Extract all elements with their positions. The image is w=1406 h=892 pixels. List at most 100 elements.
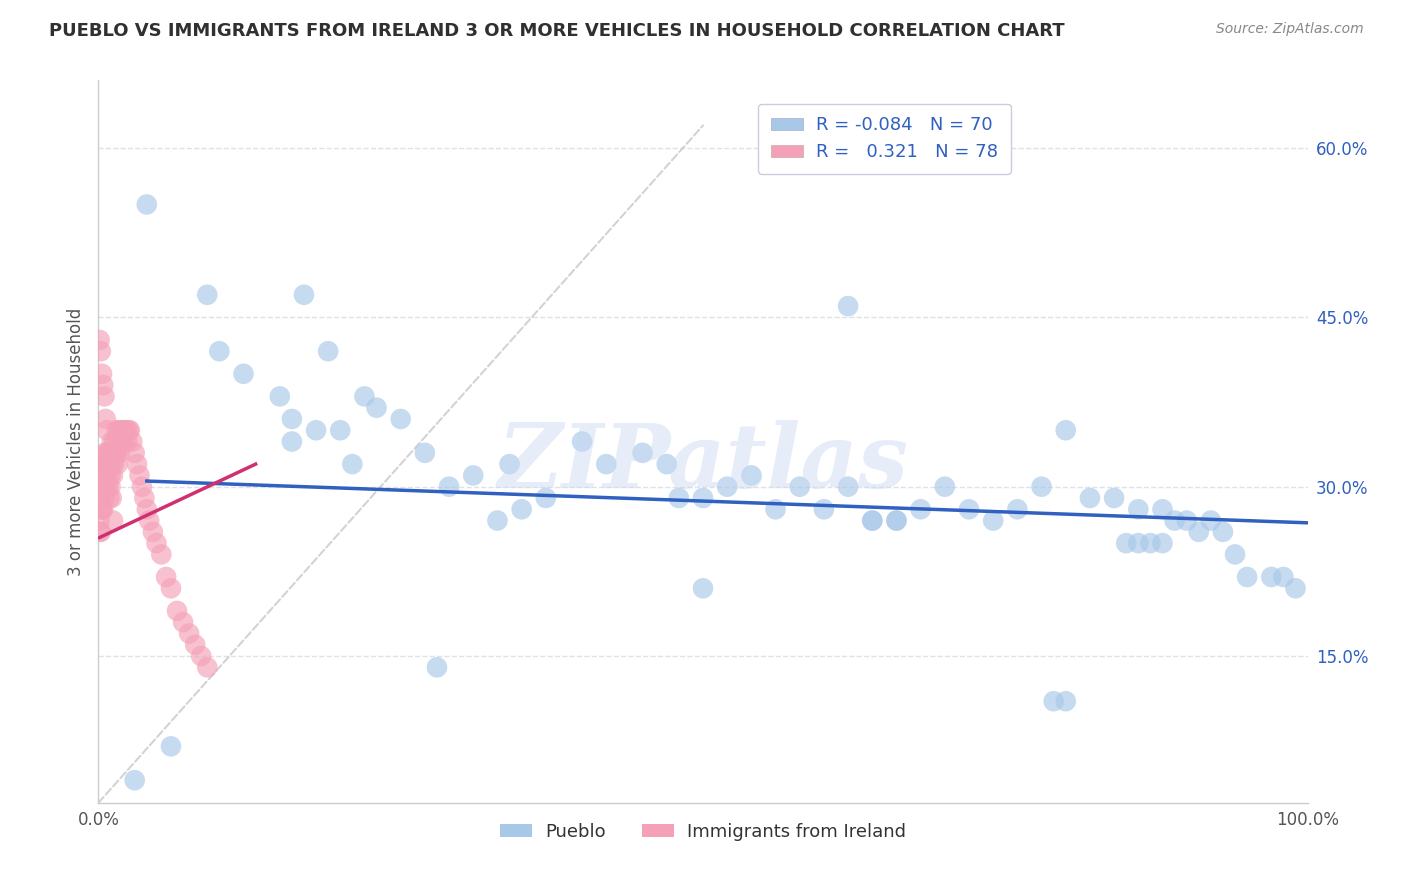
- Point: [631, 446, 654, 460]
- Point: [101, 446, 124, 460]
- Point: [1054, 694, 1077, 708]
- Point: [98, 457, 121, 471]
- Point: [305, 423, 328, 437]
- Point: [160, 582, 183, 596]
- Point: [1128, 536, 1150, 550]
- Point: [789, 480, 811, 494]
- Point: [101, 514, 124, 528]
- Point: [107, 457, 129, 471]
- Point: [1188, 524, 1211, 539]
- Point: [716, 480, 738, 494]
- Point: [353, 389, 375, 403]
- Y-axis label: 3 or more Vehicles in Household: 3 or more Vehicles in Household: [66, 308, 84, 575]
- Point: [281, 412, 304, 426]
- Point: [145, 536, 167, 550]
- Point: [886, 514, 908, 528]
- Point: [184, 638, 207, 652]
- Point: [160, 739, 183, 754]
- Point: [1236, 570, 1258, 584]
- Point: [103, 457, 125, 471]
- Point: [1078, 491, 1101, 505]
- Point: [1272, 570, 1295, 584]
- Point: [981, 514, 1004, 528]
- Point: [105, 423, 128, 437]
- Point: [111, 423, 134, 437]
- Point: [89, 491, 111, 505]
- Point: [100, 480, 122, 494]
- Point: [1054, 423, 1077, 437]
- Point: [93, 389, 115, 403]
- Point: [105, 446, 128, 460]
- Point: [1175, 514, 1198, 528]
- Point: [692, 491, 714, 505]
- Point: [91, 378, 114, 392]
- Point: [655, 457, 678, 471]
- Point: [135, 197, 157, 211]
- Point: [97, 457, 120, 471]
- Point: [96, 446, 118, 460]
- Point: [89, 333, 111, 347]
- Point: [179, 626, 201, 640]
- Point: [463, 468, 485, 483]
- Point: [108, 446, 131, 460]
- Point: [389, 412, 412, 426]
- Point: [90, 524, 112, 539]
- Point: [100, 468, 122, 483]
- Point: [124, 773, 146, 788]
- Point: [90, 344, 112, 359]
- Text: ZIPatlas: ZIPatlas: [498, 420, 908, 507]
- Point: [934, 480, 956, 494]
- Point: [93, 468, 115, 483]
- Point: [89, 514, 111, 528]
- Point: [91, 480, 114, 494]
- Point: [101, 468, 124, 483]
- Point: [1199, 514, 1222, 528]
- Point: [1152, 502, 1174, 516]
- Point: [114, 423, 136, 437]
- Text: Source: ZipAtlas.com: Source: ZipAtlas.com: [1216, 22, 1364, 37]
- Point: [108, 423, 131, 437]
- Legend: Pueblo, Immigrants from Ireland: Pueblo, Immigrants from Ireland: [492, 815, 914, 848]
- Point: [1042, 694, 1064, 708]
- Point: [98, 457, 121, 471]
- Point: [98, 491, 121, 505]
- Point: [94, 412, 117, 426]
- Point: [94, 480, 117, 494]
- Point: [100, 446, 122, 460]
- Point: [1031, 480, 1053, 494]
- Point: [118, 423, 141, 437]
- Point: [886, 514, 908, 528]
- Point: [910, 502, 932, 516]
- Point: [813, 502, 835, 516]
- Point: [96, 468, 118, 483]
- Point: [172, 615, 194, 630]
- Point: [104, 446, 127, 460]
- Point: [138, 514, 160, 528]
- Point: [91, 502, 114, 516]
- Point: [91, 480, 114, 494]
- Point: [134, 491, 156, 505]
- Point: [89, 524, 111, 539]
- Point: [1102, 491, 1125, 505]
- Point: [342, 457, 364, 471]
- Point: [90, 502, 112, 516]
- Point: [316, 344, 339, 359]
- Point: [100, 457, 122, 471]
- Point: [1284, 582, 1306, 596]
- Point: [957, 502, 980, 516]
- Point: [100, 434, 122, 449]
- Point: [1115, 536, 1137, 550]
- Point: [498, 457, 520, 471]
- Point: [1260, 570, 1282, 584]
- Point: [486, 514, 509, 528]
- Point: [91, 457, 114, 471]
- Point: [142, 524, 165, 539]
- Point: [93, 446, 115, 460]
- Point: [107, 434, 129, 449]
- Point: [1223, 548, 1246, 562]
- Point: [1152, 536, 1174, 550]
- Point: [94, 457, 117, 471]
- Point: [91, 468, 114, 483]
- Point: [1007, 502, 1029, 516]
- Point: [860, 514, 883, 528]
